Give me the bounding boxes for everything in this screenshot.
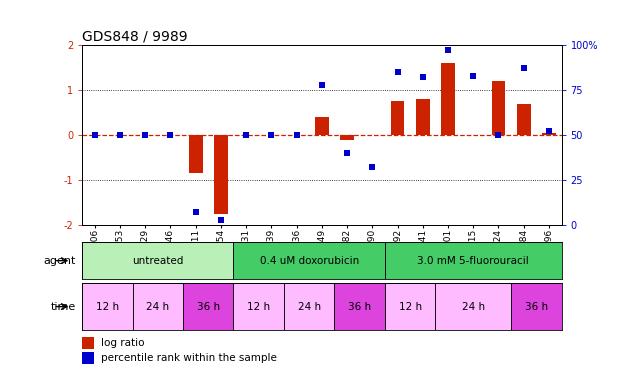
Bar [82,242,233,279]
Bar [334,283,385,330]
Text: time: time [50,302,76,312]
Text: 36 h: 36 h [348,302,371,312]
Bar [189,135,203,173]
Text: 12 h: 12 h [96,302,119,312]
Text: 12 h: 12 h [247,302,270,312]
Text: 24 h: 24 h [462,302,485,312]
Bar [511,283,562,330]
Bar [183,283,233,330]
Bar [284,283,334,330]
Bar [233,283,284,330]
Bar [391,101,404,135]
Bar [340,135,354,140]
Bar [233,242,385,279]
Bar [315,117,329,135]
Bar [517,104,531,135]
Text: 24 h: 24 h [146,302,169,312]
Text: 3.0 mM 5-fluorouracil: 3.0 mM 5-fluorouracil [417,256,529,266]
Text: untreated: untreated [132,256,184,266]
Bar [441,63,455,135]
Bar [492,81,505,135]
Bar [385,242,562,279]
Bar [133,283,183,330]
Text: agent: agent [44,256,76,266]
Text: GDS848 / 9989: GDS848 / 9989 [82,29,187,43]
Text: 12 h: 12 h [399,302,422,312]
Bar [214,135,228,214]
Bar [435,283,511,330]
Bar [82,352,94,364]
Text: log ratio: log ratio [101,338,144,348]
Text: 36 h: 36 h [197,302,220,312]
Text: 24 h: 24 h [298,302,321,312]
Text: 0.4 uM doxorubicin: 0.4 uM doxorubicin [259,256,359,266]
Bar [82,337,94,349]
Text: percentile rank within the sample: percentile rank within the sample [101,353,277,363]
Bar [385,283,435,330]
Bar [82,283,133,330]
Bar [416,99,430,135]
Text: 36 h: 36 h [525,302,548,312]
Bar [542,133,556,135]
